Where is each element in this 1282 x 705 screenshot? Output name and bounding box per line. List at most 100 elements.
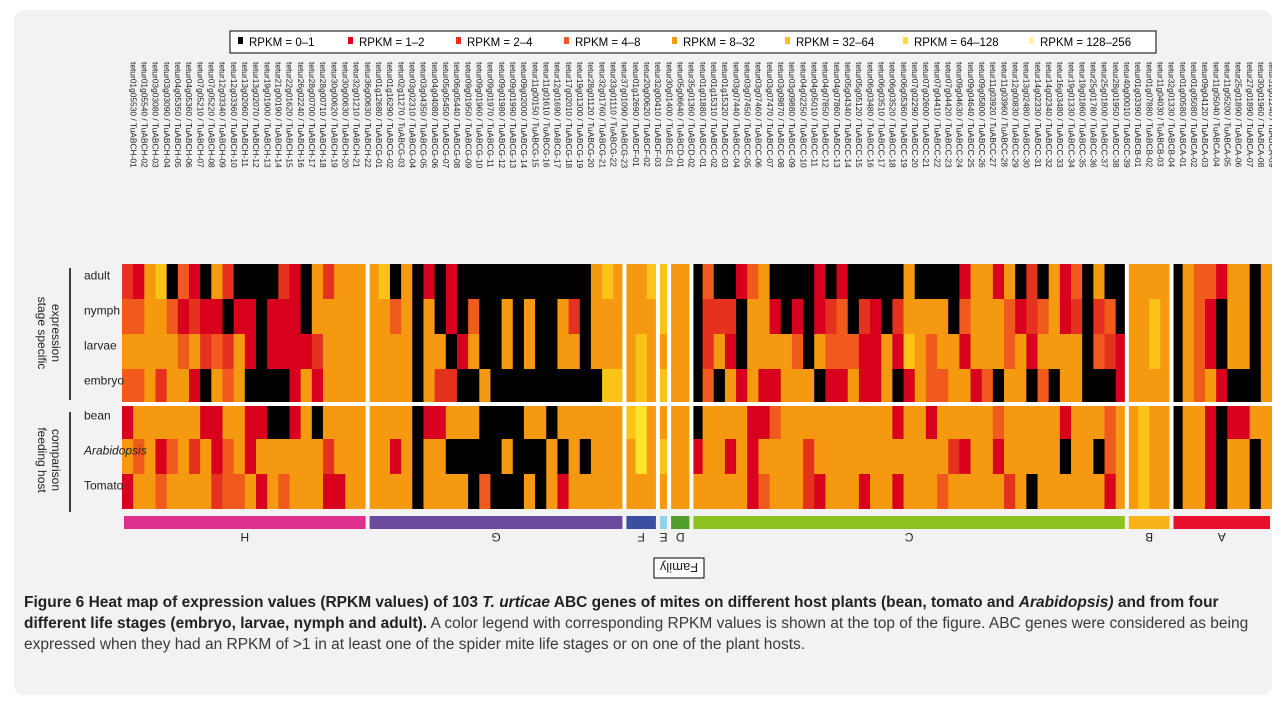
gene-label: tetur36g00630 / TuABCH-22 bbox=[363, 62, 373, 168]
gene-label: tetur31g01240 / TuABCA-09 bbox=[1267, 62, 1272, 168]
heatmap-cell bbox=[1037, 404, 1050, 439]
heatmap-cell bbox=[590, 369, 603, 404]
heatmap-cell bbox=[624, 369, 636, 404]
heatmap-cell bbox=[1104, 299, 1117, 334]
heatmap-cell bbox=[925, 299, 938, 334]
heatmap-cell bbox=[791, 299, 804, 334]
legend-swatch bbox=[672, 37, 677, 44]
heatmap-cell bbox=[702, 439, 715, 474]
gene-label: tetur01g05530 / TuABCH-01 bbox=[128, 62, 138, 168]
heatmap-cell bbox=[211, 439, 223, 474]
heatmap-cell bbox=[445, 404, 458, 439]
heatmap-cell bbox=[468, 439, 480, 474]
gene-label: tetur32g01760 / TuABCG-21 bbox=[597, 62, 607, 168]
heatmap-cell bbox=[1082, 474, 1094, 509]
heatmap-cell bbox=[155, 334, 168, 369]
heatmap-cell bbox=[702, 334, 715, 369]
heatmap-cell bbox=[188, 439, 201, 474]
heatmap-cell bbox=[836, 334, 849, 369]
heatmap-cell bbox=[1126, 439, 1139, 474]
gene-label: tetur05g05120 / TuABCC-15 bbox=[854, 62, 864, 168]
heatmap-cell bbox=[456, 439, 469, 474]
heatmap-cell bbox=[423, 474, 436, 509]
heatmap-cell bbox=[155, 439, 168, 474]
gene-label: tetur26g02240 / TuABCH-16 bbox=[296, 62, 306, 168]
heatmap-cell bbox=[244, 474, 257, 509]
heatmap-cell bbox=[635, 439, 648, 474]
family-bar bbox=[1173, 516, 1270, 529]
heatmap-cell bbox=[1015, 264, 1027, 299]
heatmap-cell bbox=[914, 474, 927, 509]
heatmap-cell bbox=[523, 299, 536, 334]
heatmap-cell bbox=[356, 404, 369, 439]
heatmap-cell bbox=[278, 369, 290, 404]
heatmap-cell bbox=[903, 369, 916, 404]
heatmap-cell bbox=[267, 264, 279, 299]
heatmap-cell bbox=[903, 264, 916, 299]
heatmap-cell bbox=[1193, 404, 1206, 439]
heatmap-cell bbox=[401, 369, 413, 404]
heatmap-cell bbox=[758, 299, 770, 334]
heatmap-cell bbox=[959, 334, 971, 369]
heatmap-cell bbox=[791, 439, 804, 474]
heatmap-cell bbox=[512, 404, 525, 439]
heatmap-cell bbox=[669, 264, 681, 299]
heatmap-cell bbox=[914, 369, 927, 404]
heatmap-cell bbox=[1149, 369, 1161, 404]
figure-caption: Figure 6 Heat map of expression values (… bbox=[24, 592, 1256, 655]
heatmap-cell bbox=[523, 264, 536, 299]
heatmap-cell bbox=[222, 299, 235, 334]
heatmap-cell bbox=[1149, 264, 1161, 299]
gene-label: tetur19g01300 / TuABCG-19 bbox=[575, 62, 585, 168]
heatmap-cell bbox=[389, 334, 402, 369]
heatmap-cell bbox=[959, 439, 971, 474]
heatmap-cell bbox=[959, 369, 971, 404]
heatmap-cell bbox=[791, 474, 804, 509]
heatmap-cell bbox=[825, 264, 837, 299]
heatmap-cell bbox=[1115, 334, 1128, 369]
heatmap-cell bbox=[512, 264, 525, 299]
heatmap-cell bbox=[1082, 264, 1094, 299]
heatmap-cell bbox=[925, 404, 938, 439]
heatmap-cell bbox=[255, 474, 268, 509]
heatmap-cell bbox=[736, 264, 748, 299]
gene-label: tetur11g03920 / TuABCC-27 bbox=[988, 62, 998, 167]
heatmap-cell bbox=[814, 404, 826, 439]
heatmap-cell bbox=[356, 439, 369, 474]
legend-swatch bbox=[238, 37, 243, 44]
heatmap-cell bbox=[177, 404, 190, 439]
heatmap-cell bbox=[378, 369, 391, 404]
heatmap-cell bbox=[434, 299, 447, 334]
gene-label: tetur07g04420 / TuABCC-23 bbox=[943, 62, 953, 168]
heatmap-cell bbox=[825, 334, 837, 369]
heatmap-cell bbox=[300, 474, 313, 509]
heatmap-cell bbox=[1104, 439, 1117, 474]
heatmap-cell bbox=[836, 474, 849, 509]
heatmap-cell bbox=[635, 404, 648, 439]
heatmap-cell bbox=[222, 334, 235, 369]
heatmap-cell bbox=[356, 334, 369, 369]
heatmap-cell bbox=[657, 369, 670, 404]
heatmap-cell bbox=[892, 439, 904, 474]
heatmap-cell bbox=[289, 334, 302, 369]
legend-swatch bbox=[564, 37, 569, 44]
family-axis-label: Family bbox=[659, 560, 698, 575]
heatmap-cell bbox=[669, 369, 681, 404]
heatmap-cell bbox=[646, 299, 659, 334]
heatmap-cell bbox=[1048, 439, 1061, 474]
heatmap-cell bbox=[925, 439, 938, 474]
heatmap-cell bbox=[758, 264, 770, 299]
heatmap-cell bbox=[769, 299, 782, 334]
heatmap-cell bbox=[579, 264, 592, 299]
heatmap-cell bbox=[1227, 474, 1239, 509]
heatmap-cell bbox=[691, 439, 703, 474]
gene-label: tetur33g01110 / TuABCG-22 bbox=[608, 62, 618, 167]
heatmap-cell bbox=[1149, 474, 1161, 509]
row-label: larvae bbox=[84, 339, 117, 353]
heatmap-cell bbox=[222, 369, 235, 404]
heatmap-cell bbox=[479, 264, 491, 299]
heatmap-cell bbox=[758, 369, 770, 404]
heatmap-cell bbox=[1216, 369, 1228, 404]
heatmap-cell bbox=[803, 404, 815, 439]
family-separator bbox=[689, 264, 694, 509]
